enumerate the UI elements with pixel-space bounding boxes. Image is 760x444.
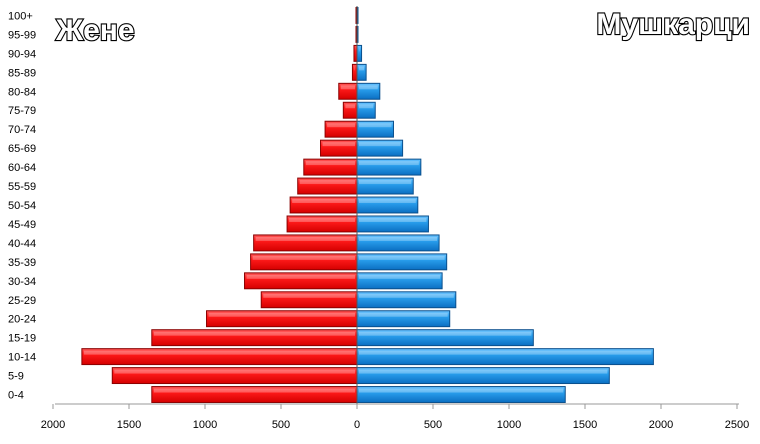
female-bar-highlight-50-54 xyxy=(292,199,355,204)
female-bar-highlight-80-84 xyxy=(340,85,355,90)
male-bar-highlight-75-79 xyxy=(359,104,374,109)
male-bar-highlight-45-49 xyxy=(359,217,427,222)
x-tick-label-8: 2000 xyxy=(649,419,673,431)
age-label-50-54: 50-54 xyxy=(8,200,36,212)
male-bar-highlight-30-34 xyxy=(359,274,441,279)
male-bar-highlight-85-89 xyxy=(359,66,365,71)
age-label-75-79: 75-79 xyxy=(8,105,36,117)
age-label-100+: 100+ xyxy=(8,10,33,22)
male-bar-highlight-65-69 xyxy=(359,142,401,147)
female-bar-highlight-25-29 xyxy=(263,293,355,298)
female-bar-highlight-15-19 xyxy=(153,331,355,336)
male-bar-highlight-40-44 xyxy=(359,236,438,241)
x-tick-label-7: 1500 xyxy=(573,419,597,431)
female-bar-highlight-70-74 xyxy=(327,123,355,128)
age-label-90-94: 90-94 xyxy=(8,48,36,60)
female-bar-highlight-20-24 xyxy=(208,312,355,317)
female-bar-highlight-30-34 xyxy=(246,274,355,279)
age-label-0-4: 0-4 xyxy=(8,390,24,402)
female-bar-highlight-55-59 xyxy=(299,180,355,185)
age-label-40-44: 40-44 xyxy=(8,238,36,250)
x-tick-label-6: 1000 xyxy=(497,419,521,431)
age-axis-labels: 0-4 5-9 10-14 15-19 20-24 25-29 30-34 35-39 40-4… xyxy=(8,10,36,401)
male-bar-highlight-35-39 xyxy=(359,255,445,260)
male-bars xyxy=(356,7,654,403)
age-label-35-39: 35-39 xyxy=(8,257,36,269)
female-bar-highlight-0-4 xyxy=(153,388,355,393)
male-bar-highlight-90-94 xyxy=(359,47,360,52)
female-bar-highlight-10-14 xyxy=(83,350,355,355)
male-bar-highlight-50-54 xyxy=(359,199,416,204)
age-label-15-19: 15-19 xyxy=(8,333,36,345)
age-label-45-49: 45-49 xyxy=(8,219,36,231)
age-label-10-14: 10-14 xyxy=(8,352,36,364)
male-bar-highlight-25-29 xyxy=(359,293,454,298)
male-bar-highlight-80-84 xyxy=(359,85,378,90)
x-tick-label-0: 2000 xyxy=(41,419,65,431)
x-tick-label-1: 1500 xyxy=(117,419,141,431)
female-bar-highlight-60-64 xyxy=(305,161,355,166)
age-label-80-84: 80-84 xyxy=(8,86,36,98)
x-tick-label-4: 0 xyxy=(354,419,360,431)
age-label-95-99: 95-99 xyxy=(8,29,36,41)
x-tick-label-9: 2500 xyxy=(725,419,749,431)
female-bar-highlight-85-89 xyxy=(354,66,355,71)
x-axis: 2000 1500 1000 500 0 500 1000 1500 2000 2500 xyxy=(41,403,749,431)
male-bar-highlight-60-64 xyxy=(359,161,419,166)
male-bar-highlight-10-14 xyxy=(359,350,652,355)
x-tick-label-3: 500 xyxy=(272,419,290,431)
female-bars xyxy=(81,7,358,403)
male-bar-highlight-0-4 xyxy=(359,388,564,393)
male-bar-highlight-5-9 xyxy=(359,369,608,374)
male-title: Мушкарци xyxy=(596,8,750,41)
age-label-60-64: 60-64 xyxy=(8,162,36,174)
female-bar-highlight-45-49 xyxy=(289,217,355,222)
male-bar-highlight-15-19 xyxy=(359,331,532,336)
male-bar-highlight-55-59 xyxy=(359,180,412,185)
female-bar-highlight-65-69 xyxy=(322,142,355,147)
age-label-30-34: 30-34 xyxy=(8,276,36,288)
age-label-55-59: 55-59 xyxy=(8,181,36,193)
female-title: Жене xyxy=(55,14,135,47)
age-label-20-24: 20-24 xyxy=(8,314,36,326)
age-label-25-29: 25-29 xyxy=(8,295,36,307)
female-bar-highlight-40-44 xyxy=(255,236,355,241)
female-bar-highlight-75-79 xyxy=(345,104,355,109)
x-tick-label-2: 1000 xyxy=(193,419,217,431)
age-label-5-9: 5-9 xyxy=(8,371,24,383)
male-bar-highlight-20-24 xyxy=(359,312,448,317)
female-bar-highlight-35-39 xyxy=(252,255,355,260)
age-label-65-69: 65-69 xyxy=(8,143,36,155)
x-tick-label-5: 500 xyxy=(424,419,442,431)
age-label-70-74: 70-74 xyxy=(8,124,36,136)
age-label-85-89: 85-89 xyxy=(8,67,36,79)
female-bar-highlight-5-9 xyxy=(114,369,355,374)
male-bar-highlight-70-74 xyxy=(359,123,392,128)
